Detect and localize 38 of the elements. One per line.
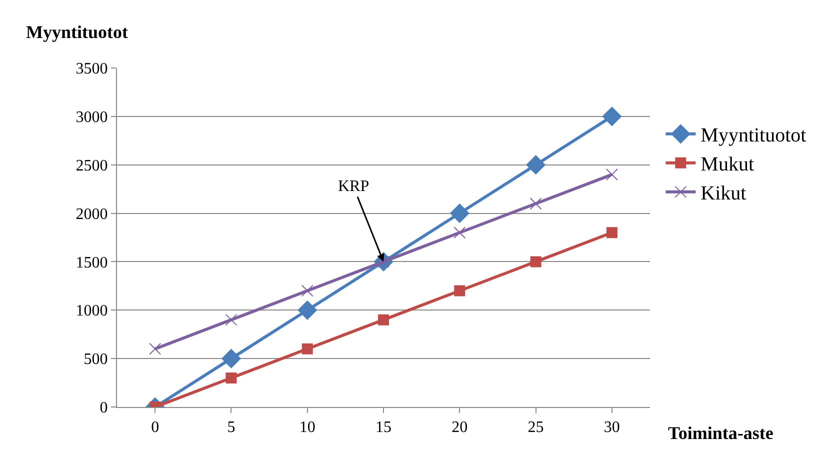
y-tick-label: 1000 — [76, 302, 108, 320]
x-tick-label: 15 — [376, 419, 392, 436]
point — [378, 314, 389, 326]
x-tick-label: 0 — [151, 419, 160, 436]
point — [606, 168, 618, 181]
x-tick-label: 5 — [227, 419, 236, 436]
x-tick-label: 25 — [528, 419, 544, 436]
y-axis-title: Myyntituotot — [26, 22, 128, 42]
point — [302, 343, 313, 354]
point — [298, 300, 317, 320]
point — [450, 204, 470, 223]
point — [301, 284, 314, 297]
point — [454, 226, 466, 239]
point — [602, 106, 622, 126]
legend-label: Mukut — [700, 154, 754, 176]
point — [606, 227, 618, 238]
point — [222, 348, 241, 368]
y-tick-label: 3000 — [76, 109, 108, 126]
point — [530, 256, 542, 268]
point — [149, 342, 162, 355]
y-tick-label: 500 — [84, 351, 108, 368]
legend-label: Kikut — [700, 182, 747, 205]
annotation: KRP — [338, 178, 370, 195]
point — [454, 285, 466, 296]
x-tick-label: 20 — [452, 419, 468, 436]
point — [526, 155, 546, 174]
point — [530, 198, 542, 210]
x-axis-title: Toiminta-aste — [668, 423, 774, 443]
legend-label: Myyntituotot — [700, 124, 807, 147]
y-tick-label: 2000 — [76, 206, 108, 223]
y-tick-label: 3500 — [76, 60, 108, 78]
point — [226, 372, 237, 384]
y-tick-label: 1500 — [76, 254, 108, 272]
x-tick-label: 10 — [299, 419, 316, 436]
x-tick-label: 30 — [604, 419, 620, 436]
point — [225, 314, 238, 326]
y-tick-label: 2500 — [76, 157, 108, 174]
y-tick-label: 0 — [100, 400, 108, 417]
